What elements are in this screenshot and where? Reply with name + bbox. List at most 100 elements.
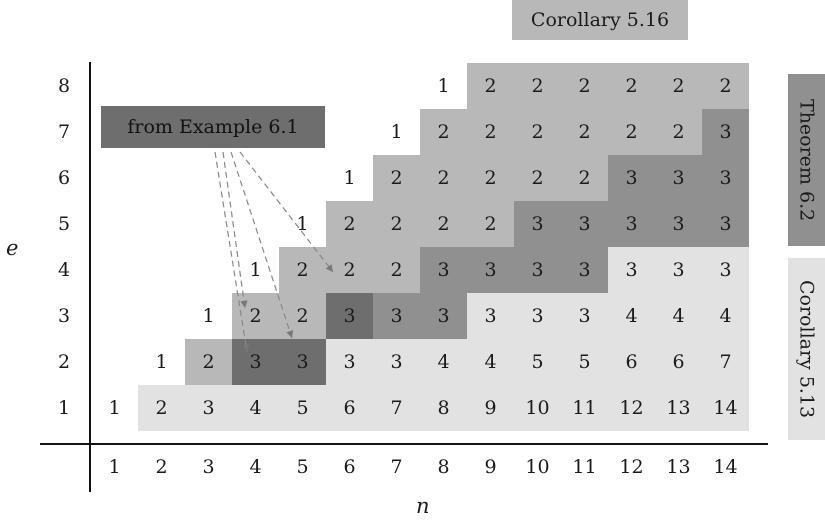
- table-cell: 3: [514, 201, 561, 247]
- x-axis-title: n: [416, 494, 430, 518]
- theorem-62-label: Theorem 6.2: [788, 74, 825, 246]
- table-cell: 3: [702, 155, 749, 201]
- table-cell: 2: [326, 247, 373, 293]
- table-cell: 3: [655, 201, 702, 247]
- table-cell: 1: [420, 63, 467, 109]
- theorem-62-text: Theorem 6.2: [795, 98, 818, 222]
- table-cell: 2: [561, 109, 608, 155]
- table-cell: [91, 293, 138, 339]
- x-tick-label: 3: [202, 456, 215, 478]
- table-cell: 5: [279, 385, 326, 431]
- table-cell: 2: [138, 385, 185, 431]
- table-cell: 8: [420, 385, 467, 431]
- y-tick-label: 4: [57, 259, 71, 281]
- table-cell: [373, 63, 420, 109]
- y-tick-label: 2: [57, 351, 71, 373]
- table-cell: 3: [373, 339, 420, 385]
- y-tick-label: 6: [57, 167, 71, 189]
- table-cell: 3: [514, 247, 561, 293]
- x-tick-label: 12: [619, 456, 644, 478]
- table-cell: 2: [655, 109, 702, 155]
- table-cell: 2: [514, 109, 561, 155]
- x-tick-label: 9: [484, 456, 497, 478]
- corollary-513-label: Corollary 5.13: [788, 258, 825, 440]
- table-cell: 3: [655, 247, 702, 293]
- table-cell: 2: [561, 63, 608, 109]
- table-cell: [185, 247, 232, 293]
- table-cell: 14: [702, 385, 749, 431]
- x-tick-label: 11: [572, 456, 597, 478]
- table-cell: 7: [373, 385, 420, 431]
- table-cell: [138, 293, 185, 339]
- table-cell: 2: [420, 201, 467, 247]
- table-cell: 2: [608, 109, 655, 155]
- table-cell: 12: [608, 385, 655, 431]
- y-tick-label: 5: [57, 213, 71, 235]
- y-tick-label: 8: [57, 75, 71, 97]
- table-cell: 2: [467, 155, 514, 201]
- table-cell: [91, 339, 138, 385]
- table-cell: 4: [420, 339, 467, 385]
- table-cell: 3: [279, 339, 326, 385]
- table-cell: 3: [561, 293, 608, 339]
- table-cell: 1: [185, 293, 232, 339]
- table-cell: [232, 155, 279, 201]
- table-cell: 2: [514, 155, 561, 201]
- x-tick-label: 6: [343, 456, 356, 478]
- table-cell: 2: [326, 201, 373, 247]
- table-cell: 2: [373, 155, 420, 201]
- table-cell: [185, 201, 232, 247]
- table-cell: 1: [232, 247, 279, 293]
- table-cell: 5: [514, 339, 561, 385]
- table-cell: 3: [185, 385, 232, 431]
- y-tick-label: 3: [57, 305, 71, 327]
- y-tick-label: 1: [57, 397, 71, 419]
- table-cell: 3: [702, 201, 749, 247]
- table-cell: 10: [514, 385, 561, 431]
- x-tick-label: 10: [525, 456, 550, 478]
- table-cell: 13: [655, 385, 702, 431]
- table-cell: 3: [655, 155, 702, 201]
- table-cell: 2: [232, 293, 279, 339]
- table-cell: [91, 201, 138, 247]
- table-cell: 3: [467, 293, 514, 339]
- table-cell: 4: [467, 339, 514, 385]
- table-cell: [326, 63, 373, 109]
- table-cell: 1: [326, 155, 373, 201]
- x-tick-label: 8: [437, 456, 450, 478]
- table-cell: 2: [279, 247, 326, 293]
- table-cell: 3: [514, 293, 561, 339]
- table-cell: 1: [138, 339, 185, 385]
- table-cell: 6: [326, 385, 373, 431]
- table-cell: 11: [561, 385, 608, 431]
- table-cell: 3: [232, 339, 279, 385]
- table-cell: 2: [373, 247, 420, 293]
- x-tick-label: 1: [108, 456, 121, 478]
- table-cell: 5: [561, 339, 608, 385]
- table-cell: 2: [185, 339, 232, 385]
- table-cell: [138, 155, 185, 201]
- table-cell: 2: [467, 63, 514, 109]
- table-cell: 2: [655, 63, 702, 109]
- table-cell: 2: [561, 155, 608, 201]
- table-cell: [91, 155, 138, 201]
- table-cell: 2: [420, 109, 467, 155]
- table-cell: 3: [608, 155, 655, 201]
- table-cell: [185, 155, 232, 201]
- table-cell: 3: [326, 293, 373, 339]
- table-cell: 3: [608, 247, 655, 293]
- table-cell: [91, 63, 138, 109]
- x-tick-label: 5: [296, 456, 309, 478]
- table-cell: 2: [608, 63, 655, 109]
- table-cell: [232, 63, 279, 109]
- table-cell: 2: [279, 293, 326, 339]
- table-cell: 4: [655, 293, 702, 339]
- table-cell: 2: [420, 155, 467, 201]
- table-cell: 4: [608, 293, 655, 339]
- table-cell: [185, 63, 232, 109]
- table-cell: 2: [702, 63, 749, 109]
- table-cell: 4: [232, 385, 279, 431]
- table-cell: 3: [608, 201, 655, 247]
- table-cell: [326, 109, 373, 155]
- x-tick-label: 13: [666, 456, 691, 478]
